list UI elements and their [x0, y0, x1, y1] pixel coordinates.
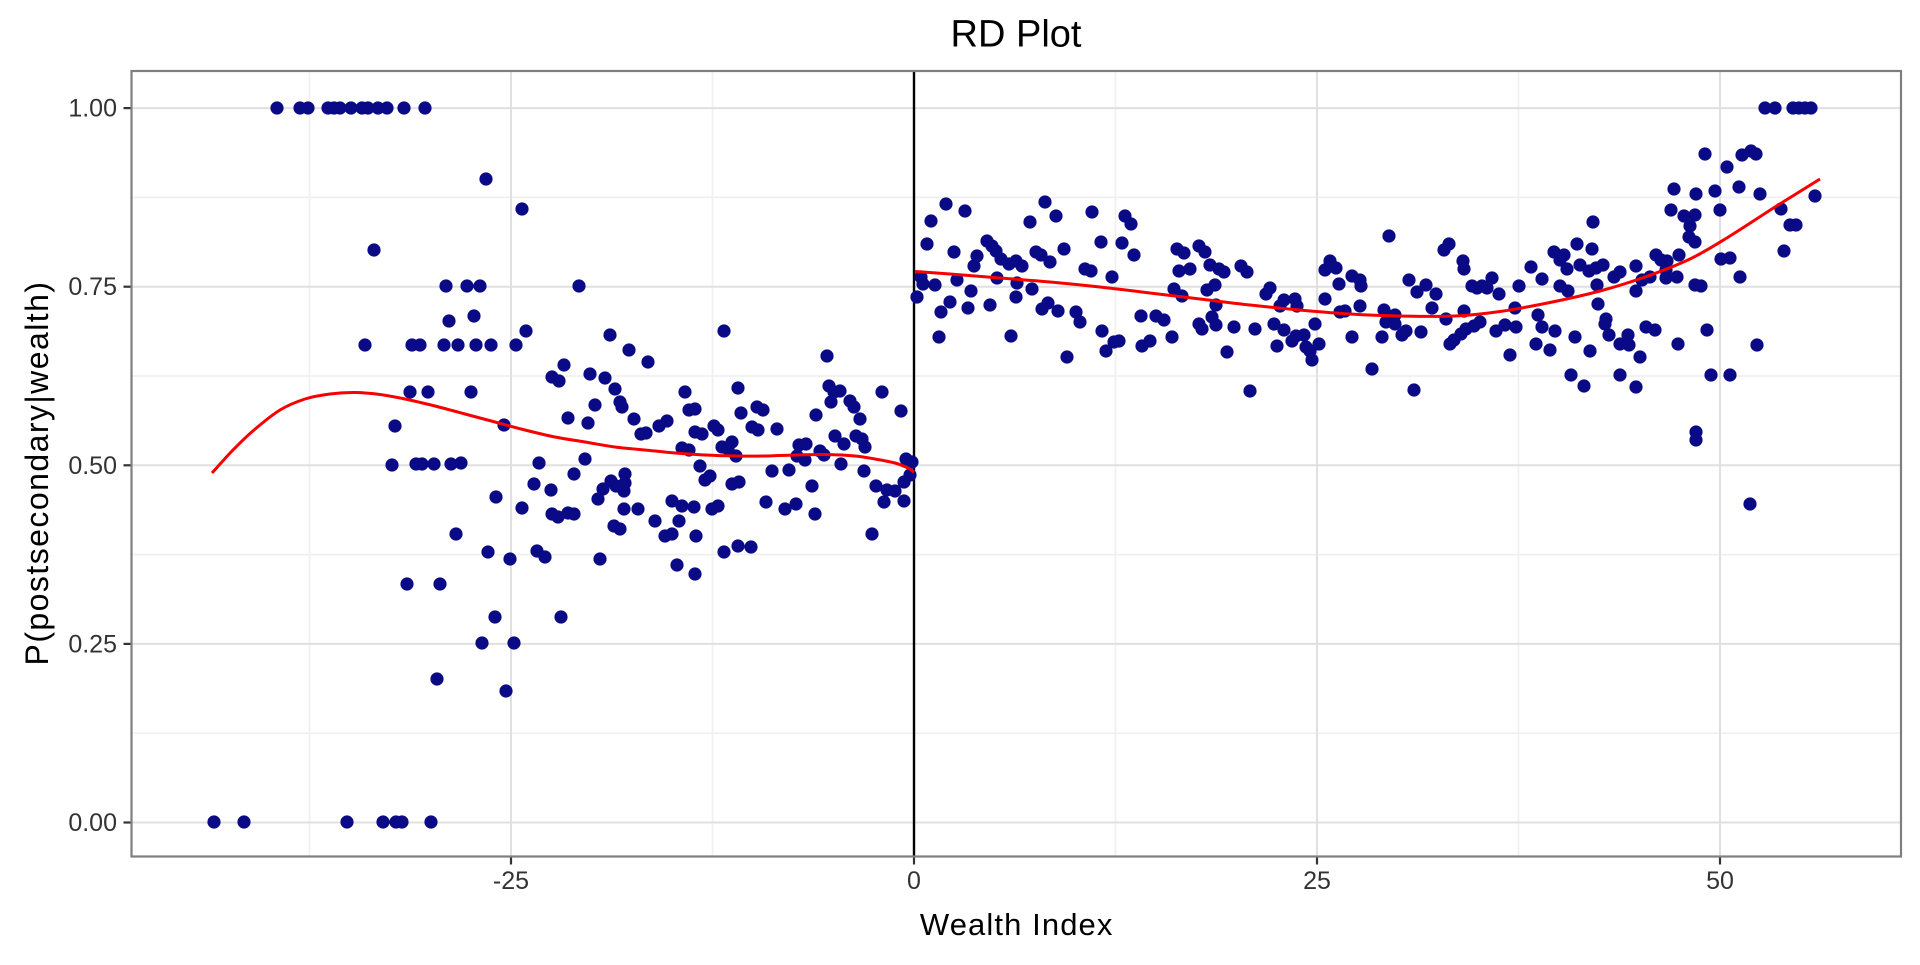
svg-text:RD Plot: RD Plot: [951, 14, 1082, 56]
svg-text:0.50: 0.50: [68, 452, 117, 480]
svg-text:0: 0: [907, 867, 921, 895]
svg-text:25: 25: [1303, 867, 1331, 895]
svg-text:Wealth Index: Wealth Index: [920, 907, 1114, 942]
svg-text:P(postsecondary|wealth): P(postsecondary|wealth): [19, 281, 55, 666]
svg-text:0.00: 0.00: [68, 809, 117, 837]
svg-text:50: 50: [1706, 867, 1734, 895]
svg-text:-25: -25: [493, 867, 529, 895]
svg-text:0.25: 0.25: [68, 630, 117, 658]
svg-text:0.75: 0.75: [68, 273, 117, 301]
svg-text:1.00: 1.00: [68, 95, 117, 123]
